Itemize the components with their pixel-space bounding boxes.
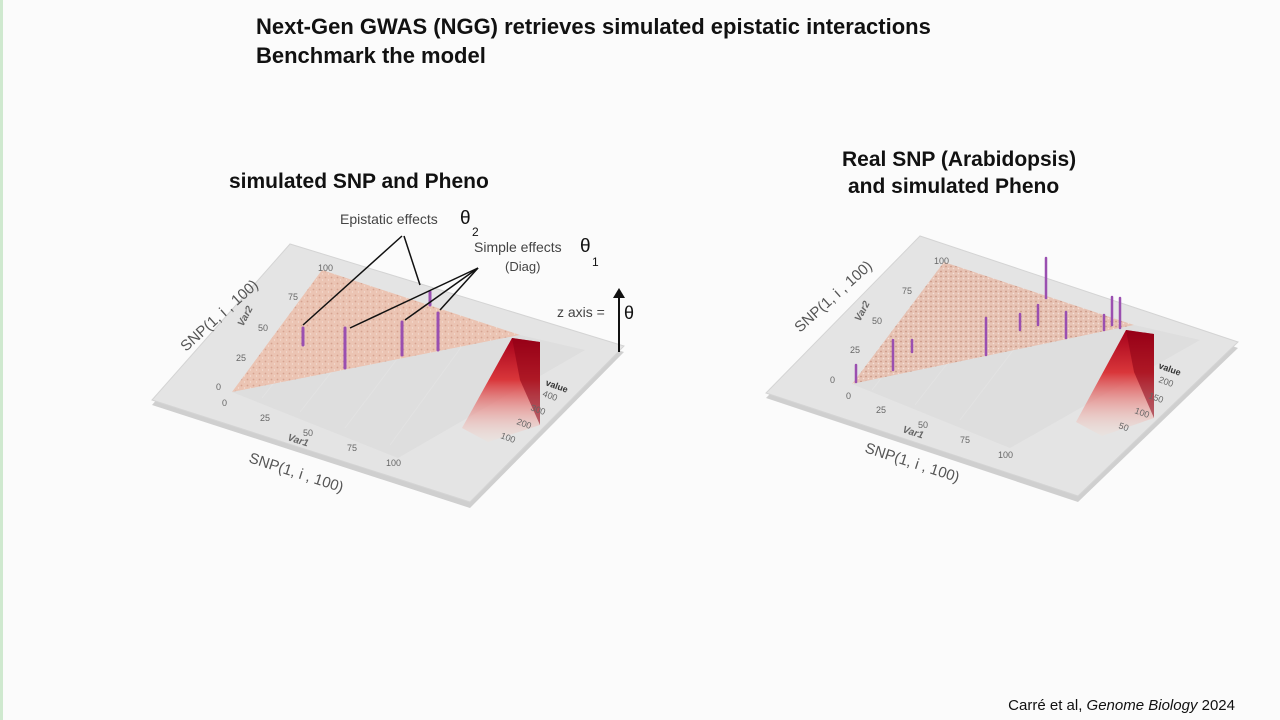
left-ytick-75: 75 <box>288 292 298 302</box>
left-legend-tick-200: 200 <box>515 416 533 431</box>
right-legend-tick-50: 50 <box>1117 420 1130 433</box>
left-ytick-25: 25 <box>236 353 246 363</box>
left-annotation-arrows <box>302 235 479 329</box>
citation: Carré et al, Genome Biology 2024 <box>1008 697 1235 714</box>
right-xtick-25: 25 <box>876 405 886 415</box>
right-effects-triangle <box>852 262 1134 384</box>
slide-edge <box>0 0 3 720</box>
right-xtick-0: 0 <box>846 391 851 401</box>
annot-theta1: θ <box>580 236 591 257</box>
right-ytick-50: 50 <box>872 316 882 326</box>
right-legend-tick-150: 150 <box>1147 390 1165 405</box>
right-ytick-0: 0 <box>830 375 835 385</box>
annot-diag: (Diag) <box>505 259 540 274</box>
right-xtick-50: 50 <box>918 420 928 430</box>
left-xtick-75: 75 <box>347 443 357 453</box>
right-heading-line1: Real SNP (Arabidopsis) <box>842 148 1077 171</box>
z-axis-symbol: θ <box>624 303 634 323</box>
slide-title-line2: Benchmark the model <box>256 43 486 68</box>
z-axis-arrowhead <box>613 288 625 298</box>
right-legend-colorbar-side <box>1126 330 1154 418</box>
right-heading-line2: and simulated Pheno <box>848 175 1060 198</box>
right-legend-tick-200: 200 <box>1157 374 1175 389</box>
citation-journal: Genome Biology <box>1086 697 1198 714</box>
annot-epistatic: Epistatic effects <box>340 211 438 227</box>
right-spikes <box>854 256 1122 384</box>
slide-title-line1: Next-Gen GWAS (NGG) retrieves simulated … <box>256 14 931 39</box>
annot-theta2: θ <box>460 208 471 229</box>
right-legend-tick-100: 100 <box>1133 405 1151 420</box>
annot-theta2-sub: 2 <box>472 225 479 239</box>
citation-year: 2024 <box>1201 697 1235 714</box>
right-xtick-100: 100 <box>998 450 1013 460</box>
slide-title: Next-Gen GWAS (NGG) retrieves simulated … <box>256 12 931 70</box>
citation-author: Carré et al, <box>1008 697 1083 714</box>
left-xtick-25: 25 <box>260 413 270 423</box>
z-axis-label: z axis = <box>557 304 605 320</box>
annot-theta1-sub: 1 <box>592 255 599 269</box>
left-xtick-100: 100 <box>386 458 401 468</box>
left-plot: 0 25 50 75 100 0 25 50 75 100 Var2 Var1 … <box>151 208 634 508</box>
left-ytick-50: 50 <box>258 323 268 333</box>
left-ytick-100: 100 <box>318 263 333 273</box>
right-ytick-75: 75 <box>902 286 912 296</box>
right-plot: 0 25 50 75 100 0 25 50 75 100 Var2 Var1 … <box>765 235 1239 502</box>
right-ytick-100: 100 <box>934 256 949 266</box>
right-panel-heading: Real SNP (Arabidopsis) and simulated Phe… <box>842 146 1076 200</box>
annot-simple: Simple effects <box>474 239 562 255</box>
left-panel-heading: simulated SNP and Pheno <box>229 170 489 193</box>
left-xtick-0: 0 <box>222 398 227 408</box>
left-ytick-0: 0 <box>216 382 221 392</box>
right-xtick-75: 75 <box>960 435 970 445</box>
left-effects-triangle <box>232 270 520 392</box>
left-legend-tick-100: 100 <box>499 430 517 445</box>
left-legend-tick-400: 400 <box>541 388 559 403</box>
left-xtick-50: 50 <box>303 428 313 438</box>
left-legend-tick-300: 300 <box>529 402 547 417</box>
left-legend-colorbar-side <box>512 338 540 425</box>
right-ytick-25: 25 <box>850 345 860 355</box>
